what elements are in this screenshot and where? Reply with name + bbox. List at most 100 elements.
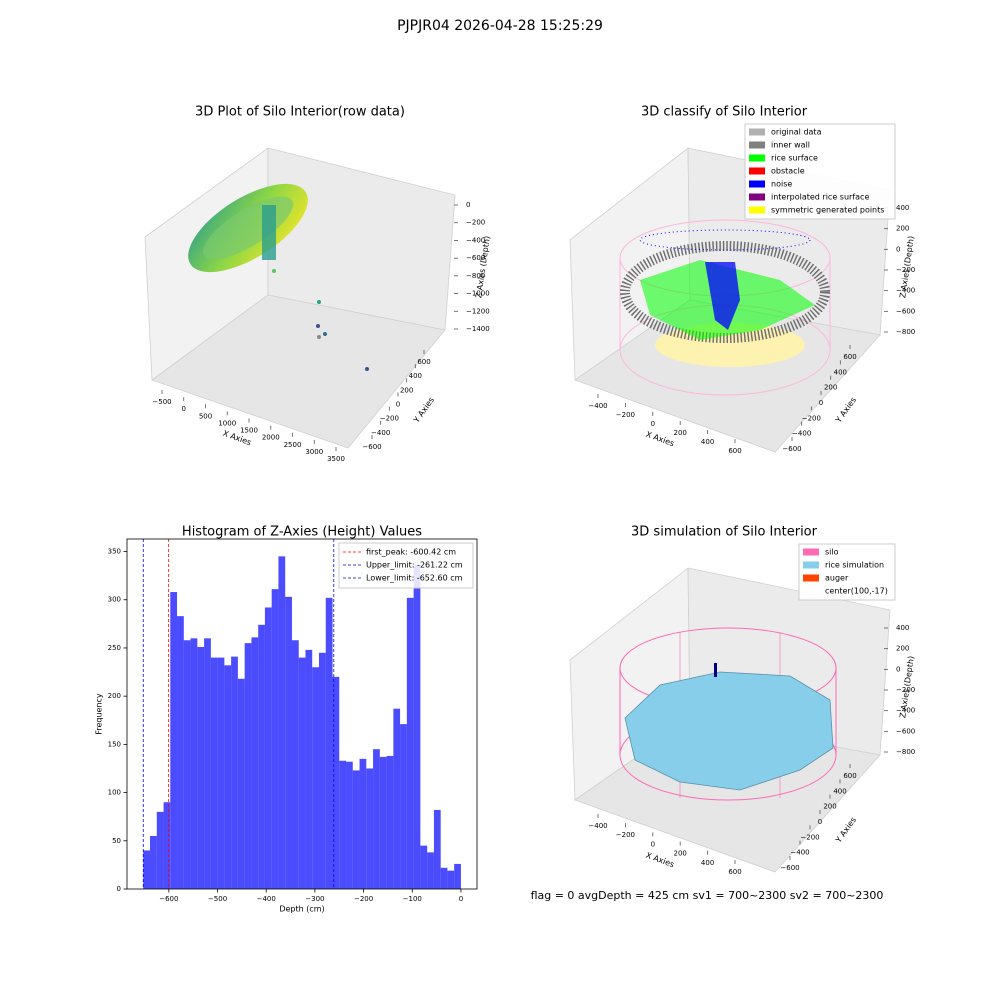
bar <box>163 802 171 889</box>
bar <box>339 760 347 889</box>
x-tick-label: −200 <box>616 831 635 839</box>
x-tick-label: 1500 <box>240 427 258 435</box>
point <box>317 300 321 304</box>
bar <box>352 770 360 889</box>
z-tick-label: 200 <box>896 645 909 653</box>
y-tick-label: 200 <box>823 803 836 811</box>
legend-label: obstacle <box>771 167 805 176</box>
bar <box>366 768 374 889</box>
y-axis-label: Frequency <box>95 693 104 735</box>
bar <box>433 809 441 889</box>
x-tick-label: 3500 <box>327 455 345 463</box>
y-tick-label: −600 <box>780 864 799 872</box>
bar <box>183 640 191 889</box>
x-tick-label: 0 <box>182 405 186 413</box>
bar <box>332 676 340 889</box>
x-tick-label: 2500 <box>284 441 302 449</box>
legend-swatch <box>749 206 765 214</box>
legend-label: Upper_limit: -261.22 cm <box>366 561 463 570</box>
z-tick-label: 400 <box>896 624 909 632</box>
legend-label: Lower_limit: -652.60 cm <box>366 574 463 583</box>
x-tick-label: 2000 <box>262 434 280 442</box>
x-tick-label: −400 <box>588 822 607 830</box>
z-tick-label: −800 <box>896 748 915 756</box>
bar <box>251 637 259 889</box>
z-tick-label: 0 <box>896 665 900 673</box>
z-tick-label: −1200 <box>466 307 490 315</box>
legend-label: first_peak: -600.42 cm <box>366 548 456 557</box>
z-tick-label: −400 <box>896 287 915 295</box>
z-tick-label: −400 <box>896 707 915 715</box>
bar <box>400 724 407 889</box>
noise-points <box>705 262 740 330</box>
axis-label: Y Axies <box>833 816 858 846</box>
y-tick-label: −200 <box>800 833 819 841</box>
chart-title: 3D Plot of Silo Interior(row data) <box>195 105 405 120</box>
bar <box>305 649 313 889</box>
legend-label: auger <box>825 574 849 583</box>
x-tick-label: −200 <box>616 411 635 419</box>
x-tick-label: −400 <box>257 895 276 903</box>
bar <box>447 870 455 889</box>
bar <box>204 638 211 889</box>
y-tick-label: 50 <box>112 837 121 845</box>
x-tick-label: 200 <box>674 850 687 858</box>
bar <box>197 646 205 889</box>
y-tick-label: −600 <box>362 443 381 451</box>
legend-label: rice simulation <box>825 561 884 570</box>
z-tick-label: −200 <box>896 686 915 694</box>
z-tick-label: −200 <box>896 266 915 274</box>
bar <box>318 652 326 889</box>
y-tick-label: −400 <box>371 429 390 437</box>
bar <box>379 756 387 889</box>
z-tick-label: −1400 <box>466 325 490 333</box>
bar <box>190 638 198 889</box>
z-tick-label: −400 <box>466 236 485 244</box>
bar <box>413 565 421 889</box>
x-tick-label: −400 <box>588 402 607 410</box>
y-tick-label: 250 <box>108 644 121 652</box>
chart-title: Histogram of Z-Axies (Height) Values <box>182 525 422 540</box>
x-tick-label: 400 <box>701 859 714 867</box>
y-tick-label: 400 <box>833 787 846 795</box>
legend-label: center(100,-17) <box>825 587 888 596</box>
y-tick-label: 0 <box>819 399 823 407</box>
y-tick-label: −600 <box>782 445 801 453</box>
legend-swatch <box>749 180 765 188</box>
x-tick-label: −500 <box>208 895 227 903</box>
x-tick-label: −300 <box>305 895 324 903</box>
bar <box>298 657 306 889</box>
bar <box>150 835 157 889</box>
bar <box>143 850 151 889</box>
y-tick-label: 150 <box>108 740 121 748</box>
bar <box>373 749 380 889</box>
bar <box>427 852 434 889</box>
y-tick-label: 600 <box>843 353 856 361</box>
figure-title: PJPJR04 2026-04-28 15:25:29 <box>397 18 603 34</box>
noise-points <box>639 229 811 251</box>
classified-cloud <box>619 219 831 396</box>
y-tick-label: 200 <box>824 384 837 392</box>
x-tick-label: 0 <box>459 895 463 903</box>
chart-title: 3D classify of Silo Interior <box>641 105 808 120</box>
legend-swatch <box>803 574 819 582</box>
legend-frame <box>338 542 474 589</box>
point <box>272 269 276 273</box>
bar <box>170 592 178 889</box>
y-tick-label: 400 <box>409 372 422 380</box>
bar <box>454 863 461 889</box>
x-tick-label: 0 <box>651 420 655 428</box>
point <box>323 332 327 336</box>
z-tick-label: −600 <box>466 254 485 262</box>
bar <box>264 607 272 889</box>
y-tick-label: −200 <box>380 415 399 423</box>
footer: flag = 0 avgDepth = 425 cm sv1 = 700~230… <box>531 889 884 902</box>
auger <box>714 663 717 677</box>
pane <box>151 294 446 449</box>
bar <box>359 758 367 889</box>
y-tick-label: 300 <box>108 596 121 604</box>
x-tick-label: 1000 <box>218 419 236 427</box>
x-tick-label: −600 <box>159 895 178 903</box>
x-tick-label: 500 <box>199 412 212 420</box>
